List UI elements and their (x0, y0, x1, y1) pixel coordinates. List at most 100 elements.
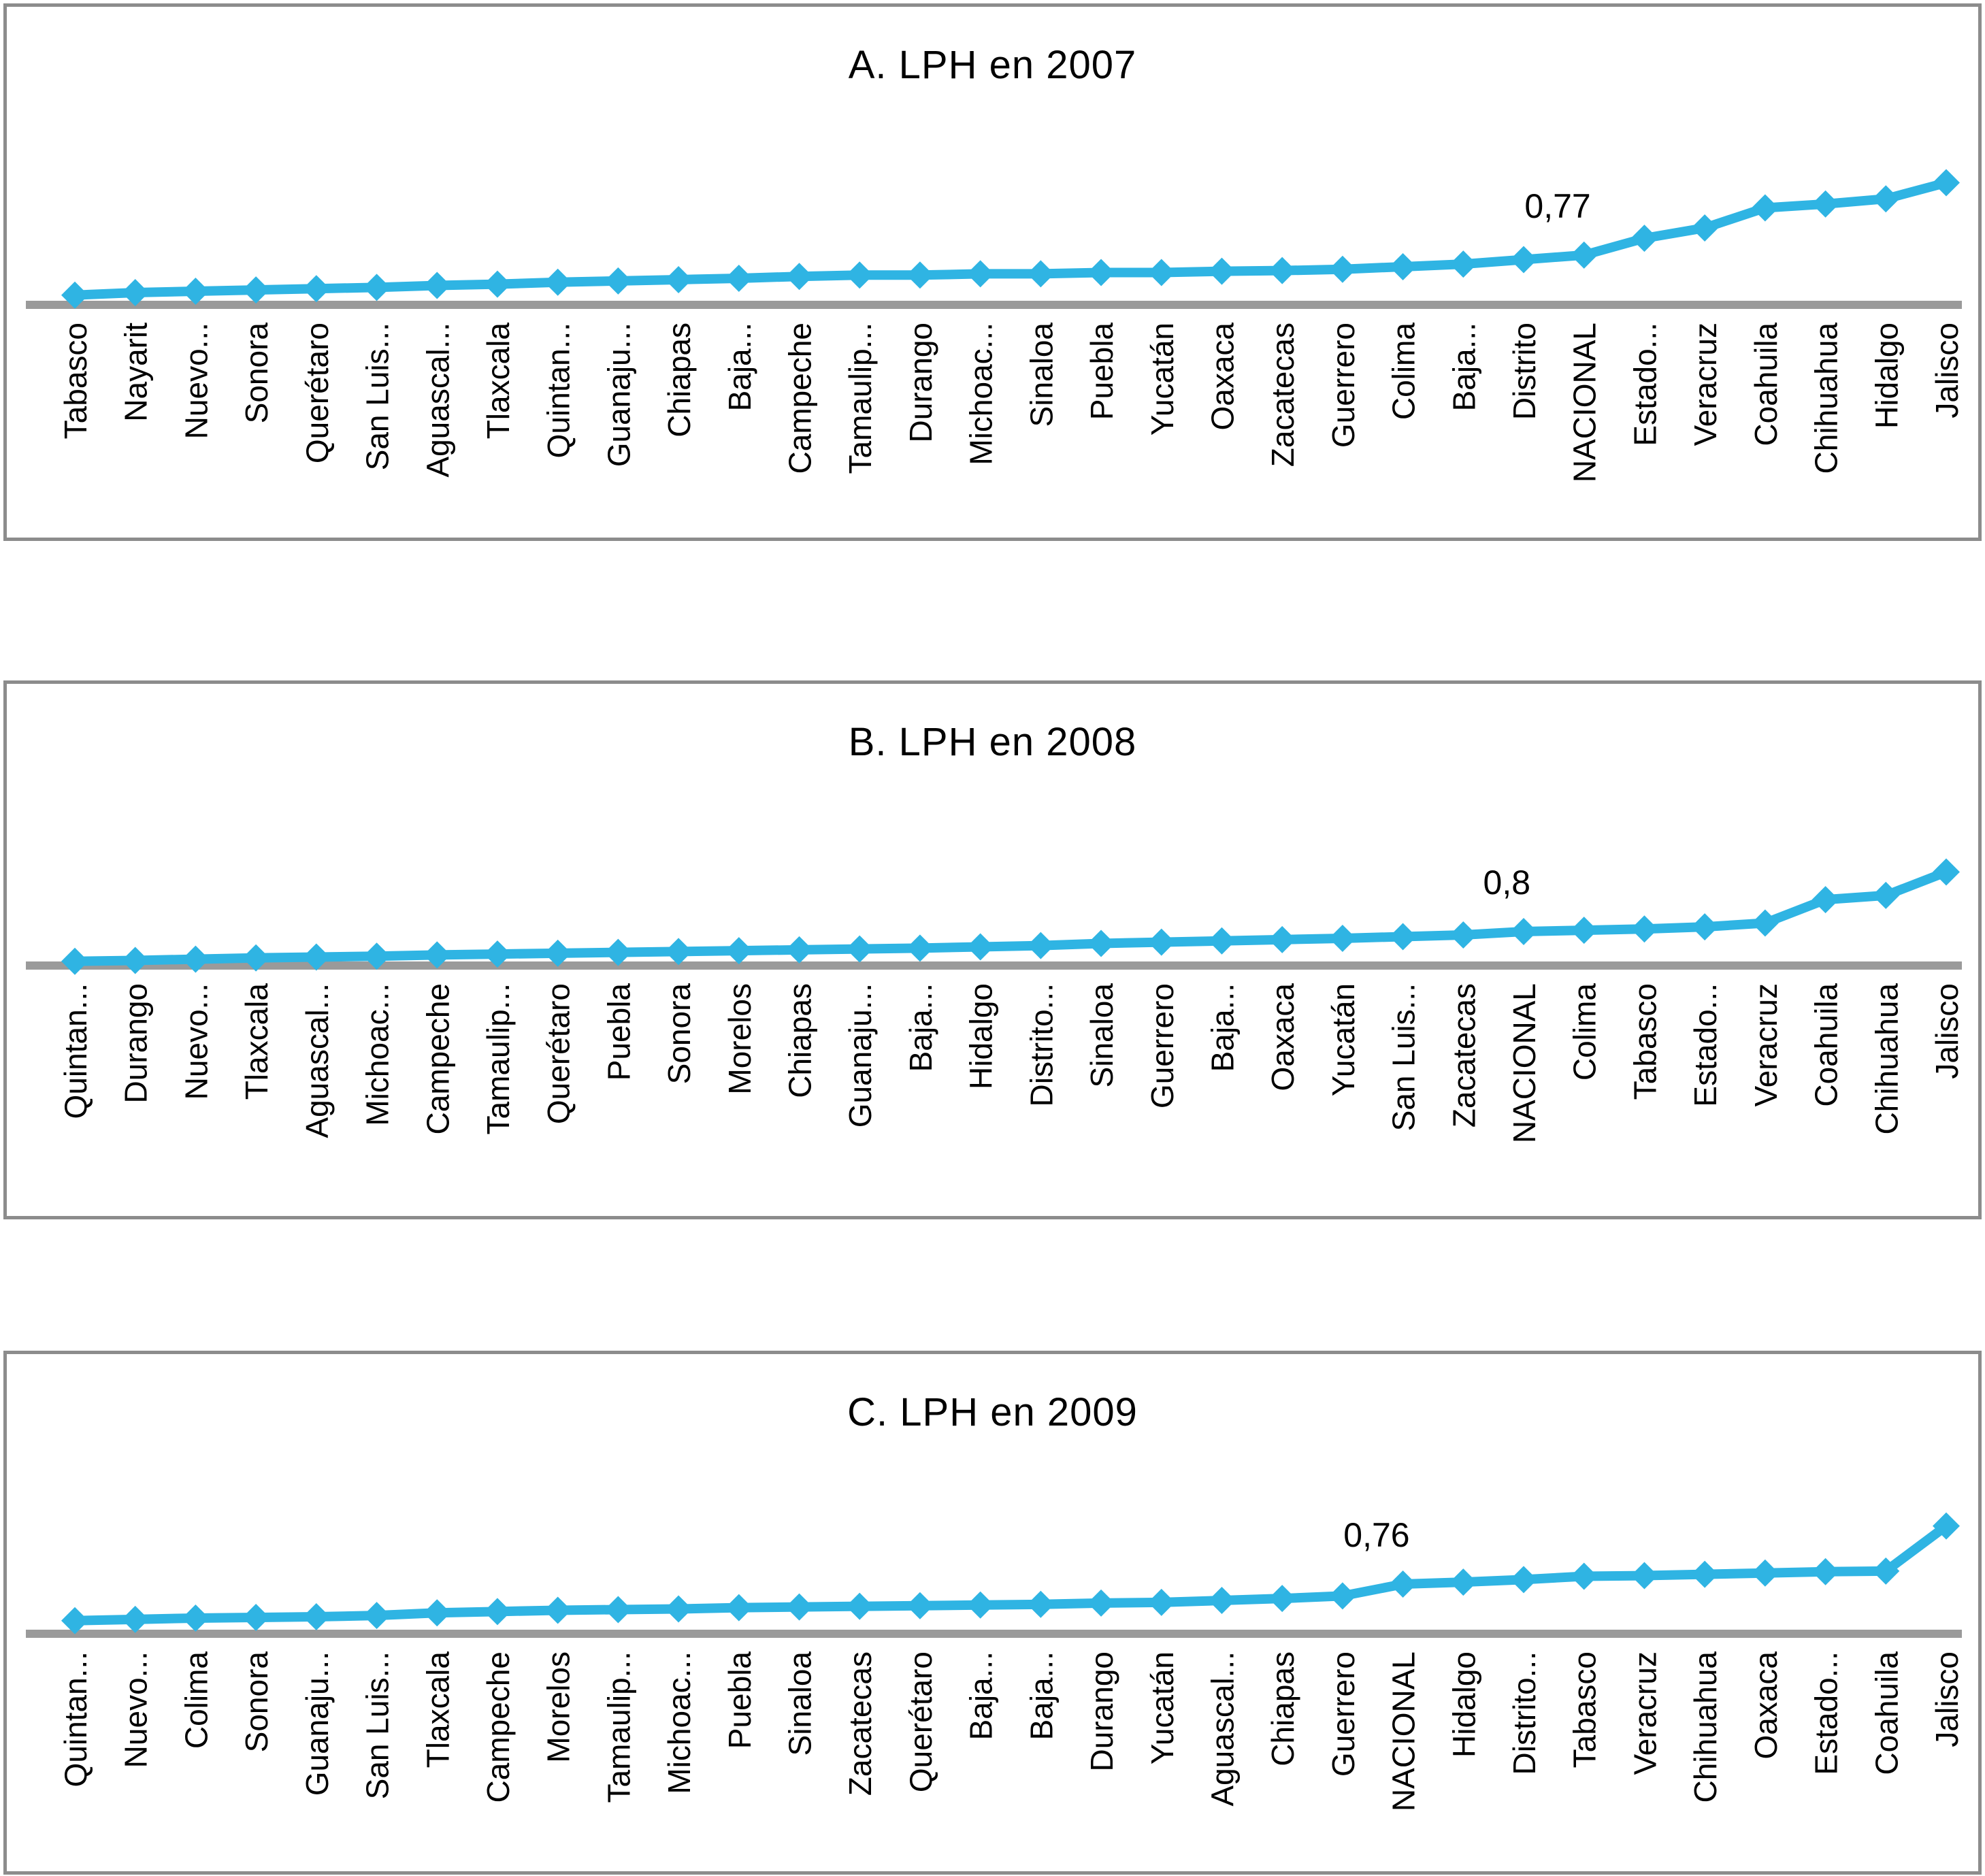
data-point-marker (483, 940, 511, 968)
data-point-marker (1751, 194, 1779, 222)
x-axis-label: San Luis... (1386, 983, 1422, 1131)
data-point-marker (1268, 925, 1296, 953)
x-axis-label: Baja... (903, 983, 938, 1072)
data-point-marker (1811, 190, 1839, 218)
x-axis-label: Chiapas (783, 983, 818, 1098)
data-point-marker (846, 261, 874, 289)
data-point-marker (665, 1595, 693, 1623)
data-point-marker (1630, 1562, 1658, 1590)
x-axis-label: Puebla (1084, 323, 1119, 421)
x-axis-label: NACIONAL (1567, 323, 1603, 482)
x-axis-label: Veracruz (1688, 323, 1723, 446)
data-point-marker (483, 270, 511, 298)
x-axis-label: Chiapas (1265, 1651, 1300, 1766)
x-axis-label: Puebla (601, 983, 636, 1081)
data-point-marker (785, 936, 813, 964)
x-axis-label: Durango (118, 983, 154, 1103)
x-axis-label: Guerrero (1326, 1651, 1361, 1777)
x-axis-label: NACIONAL (1386, 1651, 1422, 1811)
x-axis-label: Distrito... (1023, 983, 1059, 1106)
x-axis-label: Distrito (1507, 323, 1542, 420)
x-axis-label: Baja... (1023, 1651, 1059, 1740)
x-axis-label: Aguascal... (420, 323, 455, 478)
chart-panel-2007: A. LPH en 2007 Tabasco Nayarit Nuevo... Son… (3, 3, 1982, 541)
data-point-marker (1510, 246, 1538, 274)
data-point-marker (483, 1598, 511, 1626)
data-point-marker (665, 265, 693, 293)
x-axis-label: Tlaxcala (420, 1651, 455, 1768)
data-point-marker (121, 947, 149, 974)
x-axis-label: Yucatán (1326, 983, 1361, 1096)
x-axis-label: Querétaro (541, 983, 576, 1124)
data-point-marker (1087, 1589, 1115, 1617)
x-axis-label: Coahuila (1748, 323, 1784, 446)
data-point-marker (423, 941, 451, 969)
x-axis-label: Estado... (1688, 983, 1723, 1107)
data-point-marker (1811, 1558, 1839, 1585)
data-point-marker (1811, 886, 1839, 914)
data-point-marker (121, 1605, 149, 1633)
x-axis-label: Jalisco (1929, 983, 1965, 1079)
x-axis-label: Tamaulip... (842, 323, 878, 474)
x-axis-label: Guanaju... (299, 1651, 335, 1796)
data-point-marker (1147, 259, 1175, 286)
data-point-marker (846, 1592, 874, 1620)
data-point-marker (1691, 913, 1719, 941)
x-axis-label: NACIONAL (1507, 983, 1542, 1143)
x-axis-label: Hidalgo (1869, 323, 1904, 429)
x-axis-label: Jalisco (1929, 323, 1965, 418)
x-axis-label: Colima (1567, 983, 1603, 1081)
data-point-marker (423, 1599, 451, 1627)
x-axis-label: Sonora (661, 983, 697, 1085)
x-axis-label: Baja... (722, 323, 757, 411)
x-axis-label: Chihuahua (1688, 1651, 1723, 1803)
x-axis-label: Durango (903, 323, 938, 442)
data-point-marker (363, 1602, 391, 1630)
x-axis-line (26, 301, 1962, 309)
data-point-marker (121, 278, 149, 306)
x-axis-label: Nayarit (118, 323, 154, 422)
data-point-marker (544, 268, 572, 296)
x-axis-label: Nuevo... (118, 1651, 154, 1768)
x-axis-label: Nuevo... (178, 983, 214, 1100)
x-axis-label: Puebla (722, 1651, 757, 1749)
x-axis-label: Morelos (541, 1651, 576, 1763)
data-point-marker (665, 938, 693, 966)
data-point-marker (604, 1596, 632, 1624)
x-axis-label: Campeche (480, 1651, 516, 1803)
x-axis-label: Chihuahua (1869, 983, 1904, 1135)
data-point-marker (1933, 1512, 1960, 1540)
chart-title-2009: C. LPH en 2009 (847, 1390, 1138, 1434)
x-axis-label: Aguascal... (1204, 1651, 1240, 1807)
x-axis-label: Veracruz (1748, 983, 1784, 1107)
data-point-marker (1087, 259, 1115, 286)
x-axis-label: Jalisco (1929, 1651, 1965, 1747)
x-axis-label: Yucatán (1145, 323, 1180, 435)
x-axis-label: Michoac... (661, 1651, 697, 1794)
data-point-marker (1147, 928, 1175, 956)
data-point-marker (1630, 915, 1658, 943)
x-axis-label: Sinaloa (1084, 983, 1119, 1088)
data-point-marker (1933, 169, 1960, 197)
x-axis-label: Oaxaca (1265, 983, 1300, 1091)
data-point-marker (1751, 1559, 1779, 1587)
x-axis-line (26, 961, 1962, 970)
data-point-marker (966, 933, 994, 961)
x-axis-label: Estado... (1627, 323, 1662, 446)
data-point-marker (1691, 1560, 1719, 1588)
data-point-marker (302, 1603, 330, 1631)
x-axis-label: Querétaro (299, 323, 335, 463)
data-label-nacional: 0,8 (1483, 863, 1531, 902)
data-point-marker (1328, 255, 1356, 283)
data-point-marker (1027, 1590, 1055, 1618)
x-axis-label: Estado... (1809, 1651, 1844, 1775)
x-axis-label: Colima (178, 1651, 214, 1749)
data-point-marker (1449, 921, 1477, 949)
data-point-marker (182, 278, 210, 306)
data-point-marker (1570, 1562, 1598, 1590)
data-point-marker (1872, 881, 1900, 909)
x-axis-label: Sonora (239, 1651, 274, 1753)
data-point-marker (1510, 918, 1538, 945)
data-point-marker (1328, 1582, 1356, 1610)
data-point-marker (906, 261, 934, 289)
